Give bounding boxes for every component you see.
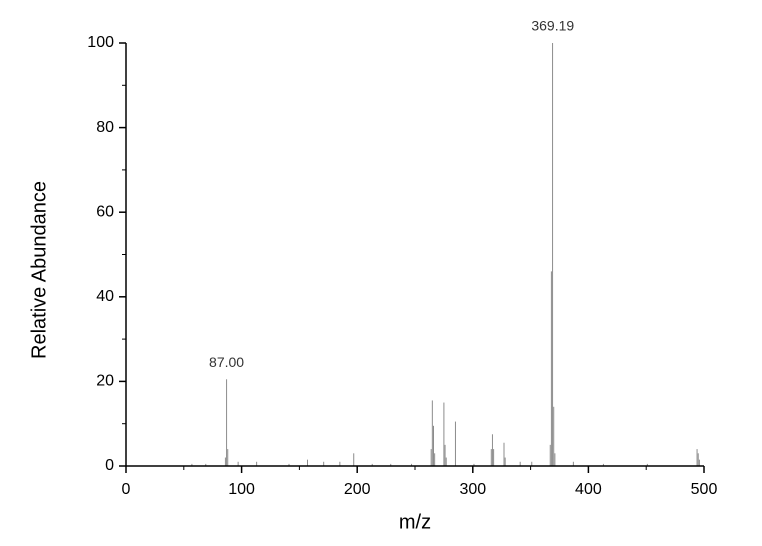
y-tick-label: 80 bbox=[96, 119, 114, 136]
y-axis-title: Relative Abundance bbox=[28, 181, 50, 359]
y-tick-label: 0 bbox=[105, 457, 114, 474]
x-tick-label: 400 bbox=[575, 481, 602, 498]
x-tick-label: 300 bbox=[459, 481, 486, 498]
peak-label: 369.19 bbox=[531, 18, 574, 34]
x-tick-label: 200 bbox=[344, 481, 371, 498]
y-tick-label: 40 bbox=[96, 288, 114, 305]
x-tick-label: 0 bbox=[122, 481, 131, 498]
x-tick-label: 100 bbox=[228, 481, 255, 498]
x-axis-title: m/z bbox=[399, 511, 431, 533]
x-tick-label: 500 bbox=[691, 481, 718, 498]
y-tick-label: 60 bbox=[96, 203, 114, 220]
y-tick-label: 100 bbox=[87, 34, 114, 51]
y-tick-label: 20 bbox=[96, 373, 114, 390]
peak-label: 87.00 bbox=[209, 354, 244, 370]
